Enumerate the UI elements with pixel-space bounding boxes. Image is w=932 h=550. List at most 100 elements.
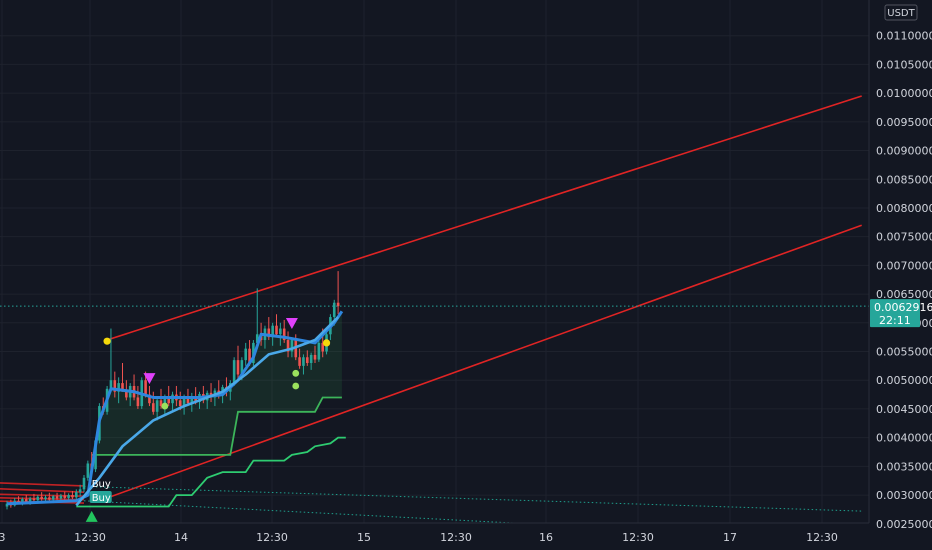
candle-body <box>182 397 186 407</box>
channel-upper-line <box>106 95 862 341</box>
candle-body <box>336 302 340 307</box>
candle-body <box>125 391 128 398</box>
candle[interactable] <box>71 491 74 500</box>
candle-body <box>148 394 151 404</box>
candle-body <box>159 400 163 407</box>
candle[interactable] <box>302 354 305 375</box>
candle[interactable] <box>244 342 247 366</box>
candle-body <box>44 497 47 500</box>
candle[interactable] <box>63 491 67 500</box>
candle-body <box>24 499 28 502</box>
candle-body <box>267 328 271 338</box>
time-tick-label: 3 <box>0 531 6 544</box>
candle-body <box>275 325 278 335</box>
candle-body <box>36 496 40 501</box>
candle[interactable] <box>313 345 317 363</box>
candle[interactable] <box>32 493 36 502</box>
candle-body <box>271 325 274 338</box>
candle-body <box>236 360 240 375</box>
candle[interactable] <box>336 271 340 315</box>
candle[interactable] <box>86 460 90 481</box>
candle[interactable] <box>286 331 290 358</box>
green-dot-marker <box>292 382 300 390</box>
grid <box>0 0 869 523</box>
price-axis-panel[interactable] <box>869 0 932 550</box>
candle-body <box>306 357 309 363</box>
candle-body <box>71 495 74 498</box>
time-tick-label: 12:30 <box>256 531 288 544</box>
yellow-dot-marker <box>322 339 331 347</box>
red-band-line <box>0 488 85 493</box>
buy-label-text: Buy <box>92 493 111 504</box>
time-tick-label: 12:30 <box>440 531 472 544</box>
candle[interactable] <box>40 492 43 501</box>
currency-badge[interactable]: USDT <box>884 4 918 21</box>
candle[interactable] <box>152 391 155 415</box>
buy-signal-label: Buy <box>92 479 111 490</box>
price-tick-label: 0.0105000 <box>876 58 932 71</box>
indicator-lines <box>76 396 346 508</box>
green-dot-marker <box>161 402 169 410</box>
candle-body <box>48 497 51 500</box>
candle-body <box>113 380 117 392</box>
bar-countdown: 22:11 <box>879 314 911 327</box>
candle-body <box>244 348 247 361</box>
candle-body <box>190 396 194 404</box>
candle-body <box>117 383 120 392</box>
candle[interactable] <box>279 322 282 346</box>
candle-body <box>109 380 113 389</box>
dotted-upper-line <box>83 486 862 512</box>
candle[interactable] <box>236 345 240 381</box>
candle[interactable] <box>298 348 301 369</box>
candle-body <box>59 495 63 499</box>
red-band-line <box>0 482 85 487</box>
candle[interactable] <box>317 340 321 362</box>
price-tick-label: 0.0045000 <box>876 403 932 416</box>
candle-body <box>136 397 140 407</box>
candle-body <box>144 380 147 395</box>
candle[interactable] <box>275 314 278 338</box>
candle-body <box>313 354 317 360</box>
candle-body <box>21 499 24 504</box>
candle[interactable] <box>232 357 236 386</box>
price-tick-label: 0.0110000 <box>876 30 932 43</box>
candle[interactable] <box>48 492 51 501</box>
candle-body <box>290 340 294 352</box>
candle-body <box>163 397 167 407</box>
candle[interactable] <box>113 371 117 398</box>
candle[interactable] <box>155 397 159 421</box>
price-tick-label: 0.0040000 <box>876 432 932 445</box>
candle-body <box>28 498 32 502</box>
candle[interactable] <box>82 474 86 493</box>
candle-body <box>167 397 170 404</box>
price-tick-label: 0.0050000 <box>876 374 932 387</box>
candle-body <box>302 357 305 366</box>
buy-label-box <box>89 490 112 503</box>
candle-body <box>317 342 321 360</box>
candle-body <box>255 334 259 343</box>
time-tick-label: 12:30 <box>622 531 654 544</box>
candle-body <box>121 383 124 392</box>
candle[interactable] <box>282 319 286 343</box>
price-tick-label: 0.0025000 <box>876 518 932 531</box>
candle[interactable] <box>55 492 59 501</box>
candle[interactable] <box>306 350 309 366</box>
candle[interactable] <box>309 352 313 370</box>
last-price-tag[interactable]: 0.0062916 22:11 <box>870 299 932 328</box>
candle[interactable] <box>136 385 140 409</box>
candle-body <box>279 328 282 335</box>
time-axis-panel[interactable] <box>0 523 869 550</box>
candle[interactable] <box>75 489 78 501</box>
candle[interactable] <box>255 288 259 349</box>
candle-body <box>178 400 182 407</box>
candle-body <box>40 496 43 500</box>
candle-body <box>248 348 251 363</box>
candle[interactable] <box>78 484 82 497</box>
candle[interactable] <box>132 374 136 401</box>
candle[interactable] <box>290 337 294 358</box>
candle[interactable] <box>121 363 124 392</box>
candle[interactable] <box>109 328 113 392</box>
time-axis-labels: 3 12:30 14 12:30 15 12:30 16 12:30 17 12:30 <box>0 531 838 544</box>
